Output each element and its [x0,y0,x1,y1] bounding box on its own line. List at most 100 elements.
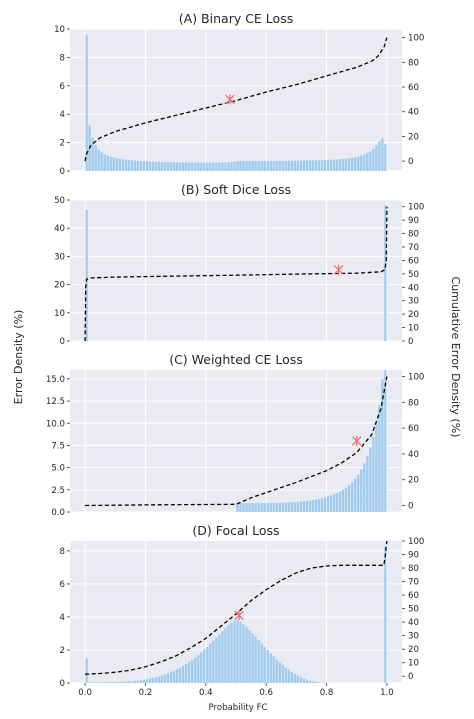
x-tick-label: 1.0 [380,688,394,698]
histogram-bar [242,160,245,171]
histogram-bar [242,624,245,683]
histogram-bar [157,161,161,171]
x-axis-label: Probability FC [208,703,267,713]
histogram-bar [266,649,269,683]
histogram-bar [278,160,281,171]
left-tick-label: 15.0 [46,375,65,385]
histogram-bar [366,456,369,512]
right-tick-label: 0 [408,672,413,682]
cumulative-line [84,37,388,162]
histogram-bar [329,495,333,512]
histogram-bar [375,145,378,171]
histogram-bar [136,160,140,171]
histogram-bar [248,160,251,171]
histogram-bar [384,144,387,171]
histogram-bar [260,503,263,512]
histogram-bar [305,500,309,512]
histogram-bar [133,680,137,683]
median-marker [352,435,362,447]
left-tick-label: 0 [60,337,65,347]
histogram-bar [115,682,118,683]
right-tick-label: 20 [408,132,419,142]
histogram-bar [242,503,245,512]
histogram-bar [109,682,112,683]
right-tick-label: 10 [408,324,419,334]
histogram-bar [381,378,384,512]
histogram-bar [94,145,97,171]
right-tick-label: 40 [408,618,419,628]
histogram-bar [251,160,254,171]
panel-title: (A) Binary CE Loss [179,11,293,26]
histogram-bar [384,370,387,512]
left-tick-label: 10 [54,309,65,319]
histogram-bar [154,161,158,171]
cumulative-line [85,540,388,675]
histogram-bar [97,682,100,683]
histogram-bar [136,680,140,683]
right-tick-label: 80 [408,230,419,240]
histogram-bar [145,679,149,683]
histogram-bar [302,501,306,512]
histogram-bar [263,646,266,683]
histogram-bar [363,154,366,171]
histogram-bar [272,656,275,683]
right-tick-label: 80 [408,564,419,574]
right-tick-label: 0 [408,157,413,167]
histogram-bar [266,160,269,171]
histogram-bar [209,162,212,171]
histogram-bar [239,621,242,683]
right-tick-label: 30 [408,297,419,307]
histogram-bar [335,492,339,512]
histogram-bar [369,447,372,512]
histogram-bar [91,137,94,171]
histogram-bar [311,160,315,171]
left-tick-label: 7.5 [51,441,65,451]
histogram-bar [348,485,351,512]
histogram-bar [200,652,203,683]
histogram-bar [118,681,121,683]
histogram-bar [245,503,248,512]
median-marker [225,94,235,105]
histogram-bar [230,622,233,683]
histogram-bar [148,678,152,683]
histogram-bar [133,160,137,171]
histogram-bar [326,159,330,171]
histogram-bar [206,162,209,171]
histogram-bar [369,151,372,171]
histogram-bar [239,503,242,512]
histogram-bar [290,502,293,512]
histogram-bar [175,669,179,683]
histogram-bar [314,160,318,171]
histogram-bar [103,154,106,171]
histogram-bar [85,34,88,172]
histogram-bar [305,160,309,171]
histogram-bar [266,503,269,512]
histogram-bar [281,160,284,171]
histogram-bar [130,681,134,683]
median-marker [234,610,244,621]
histogram-bar [88,682,91,683]
histogram-bar [296,675,300,683]
plot-area [70,29,402,171]
histogram-bar [323,160,327,171]
histogram-bar [311,500,315,512]
histogram-bar [351,482,354,512]
left-tick-label: 0.0 [51,508,65,518]
histogram-bar [245,627,248,683]
histogram-bar [354,478,357,512]
histogram-bar [236,620,239,683]
histogram-bar [263,503,266,512]
histogram-bar [182,665,185,683]
right-tick-label: 80 [408,58,419,68]
histogram-bar [284,667,287,683]
histogram-bar [227,625,230,683]
right-tick-label: 60 [408,591,419,601]
histogram-bar [94,682,97,683]
histogram-bar [124,681,127,683]
plot-area [70,200,402,341]
left-tick-label: 30 [54,252,65,262]
right-tick-label: 0 [408,337,413,347]
histogram-bar [281,502,284,512]
panel-title: (B) Soft Dice Loss [181,182,291,197]
